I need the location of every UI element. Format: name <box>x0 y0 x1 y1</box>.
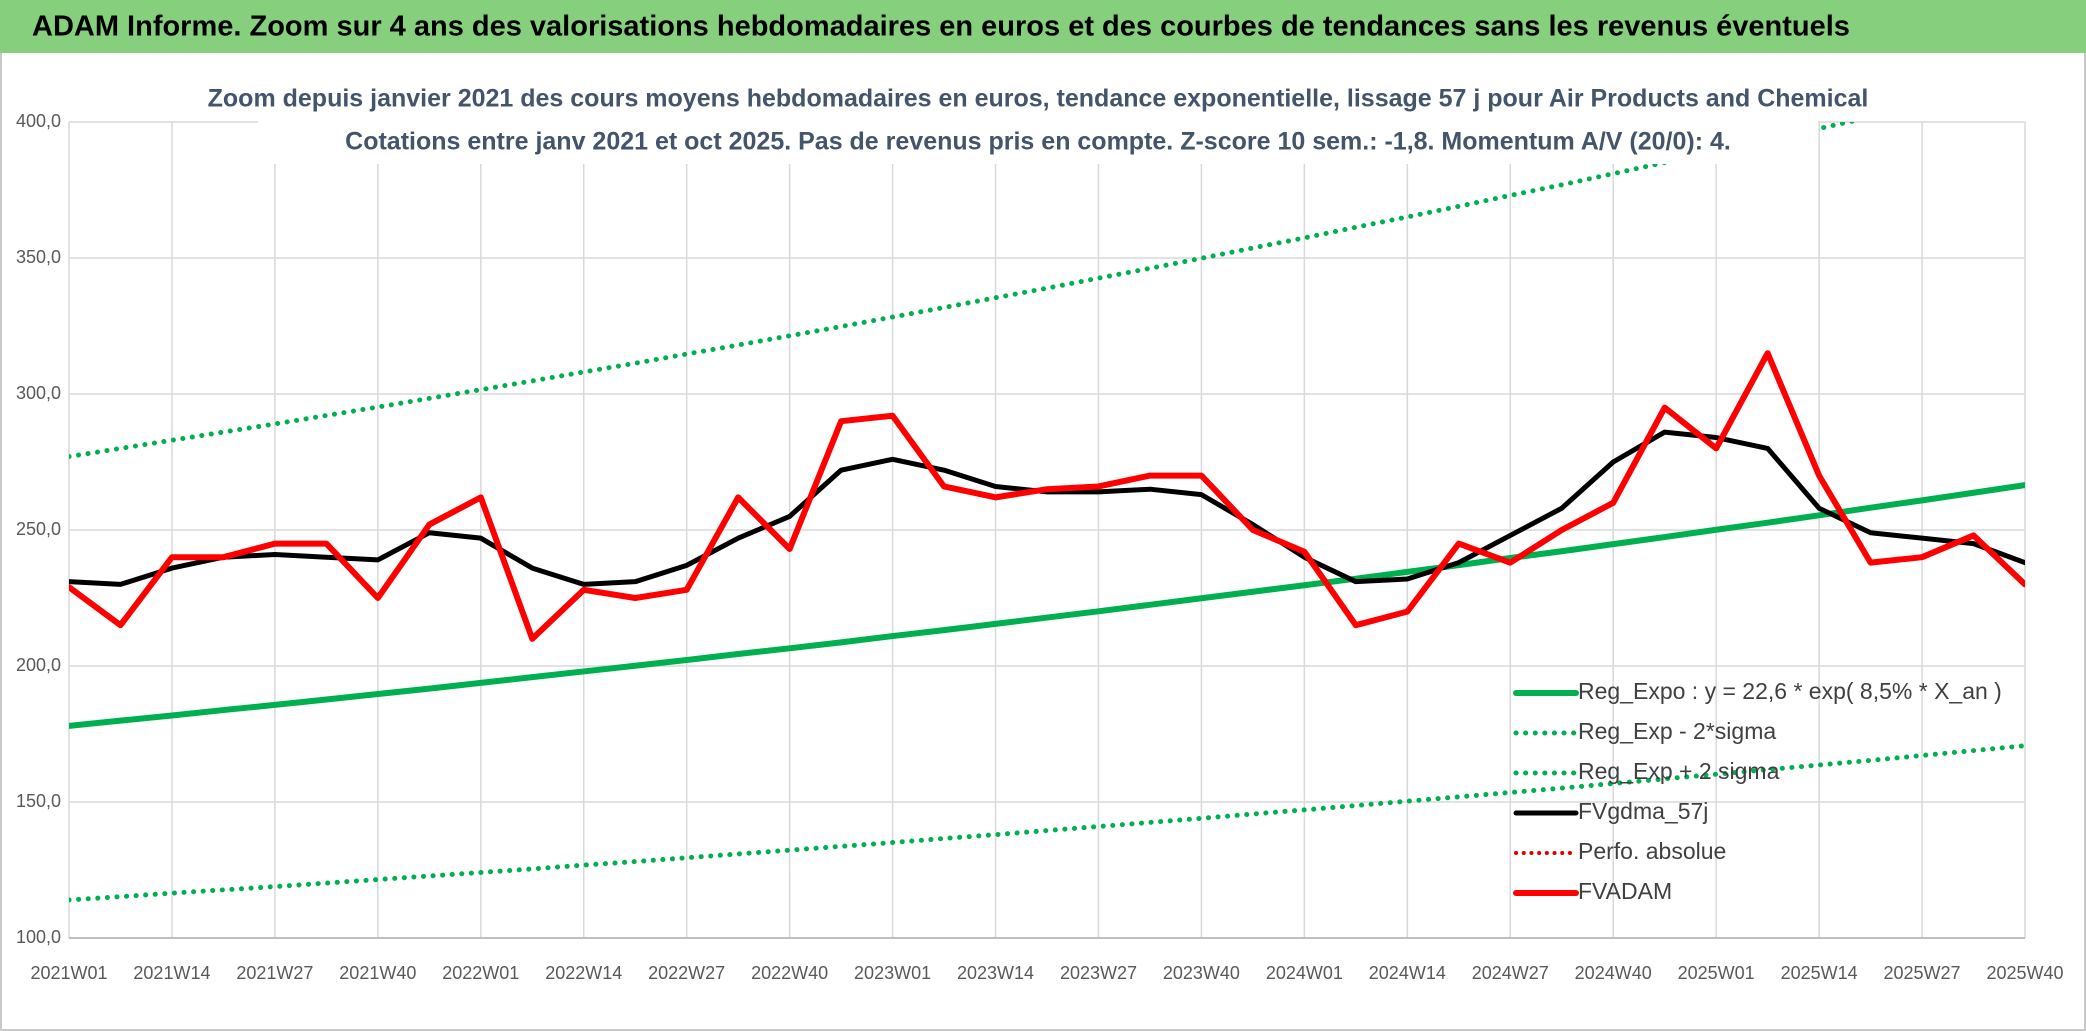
y-tick-label: 350,0 <box>16 247 61 267</box>
x-tick-label: 2023W40 <box>1163 963 1240 983</box>
x-tick-label: 2025W40 <box>1986 963 2063 983</box>
x-tick-label: 2025W14 <box>1781 963 1858 983</box>
x-tick-label: 2021W01 <box>30 963 107 983</box>
y-tick-label: 400,0 <box>16 111 61 131</box>
legend-label: FVADAM <box>1578 878 1672 904</box>
x-tick-label: 2023W01 <box>854 963 931 983</box>
series-line <box>69 482 2025 729</box>
chart-title: Zoom depuis janvier 2021 des cours moyen… <box>208 85 1869 113</box>
x-tick-label: 2021W27 <box>236 963 313 983</box>
x-tick-label: 2022W14 <box>545 963 622 983</box>
x-tick-label: 2025W27 <box>1884 963 1961 983</box>
x-tick-label: 2023W27 <box>1060 963 1137 983</box>
x-tick-label: 2021W40 <box>339 963 416 983</box>
x-tick-label: 2024W27 <box>1472 963 1549 983</box>
title-background <box>258 80 1818 164</box>
y-tick-label: 150,0 <box>16 791 61 811</box>
legend-label: FVgdma_57j <box>1578 798 1708 824</box>
legend-label: Reg_Exp - 2*sigma <box>1578 718 1776 744</box>
x-tick-label: 2021W14 <box>133 963 210 983</box>
series-line <box>69 350 2025 642</box>
header-bar <box>0 0 2086 53</box>
y-tick-label: 100,0 <box>16 927 61 947</box>
x-tick-label: 2022W40 <box>751 963 828 983</box>
y-tick-label: 250,0 <box>16 519 61 539</box>
x-tick-label: 2025W01 <box>1678 963 1755 983</box>
header-title: ADAM Informe. Zoom sur 4 ans des valoris… <box>32 11 1850 43</box>
legend-label: Perfo. absolue <box>1578 838 1726 864</box>
chart-subtitle: Cotations entre janv 2021 et oct 2025. P… <box>345 128 1731 156</box>
x-tick-label: 2024W01 <box>1266 963 1343 983</box>
y-tick-label: 300,0 <box>16 383 61 403</box>
x-tick-label: 2024W14 <box>1369 963 1446 983</box>
x-tick-label: 2024W40 <box>1575 963 1652 983</box>
x-tick-label: 2022W27 <box>648 963 725 983</box>
series-line <box>69 743 2025 903</box>
x-tick-label: 2023W14 <box>957 963 1034 983</box>
y-tick-label: 200,0 <box>16 655 61 675</box>
legend-label: Reg_Exp + 2 sigma <box>1578 758 1780 784</box>
legend-label: Reg_Expo : y = 22,6 * exp( 8,5% * X_an ) <box>1578 678 2002 704</box>
x-tick-label: 2022W01 <box>442 963 519 983</box>
